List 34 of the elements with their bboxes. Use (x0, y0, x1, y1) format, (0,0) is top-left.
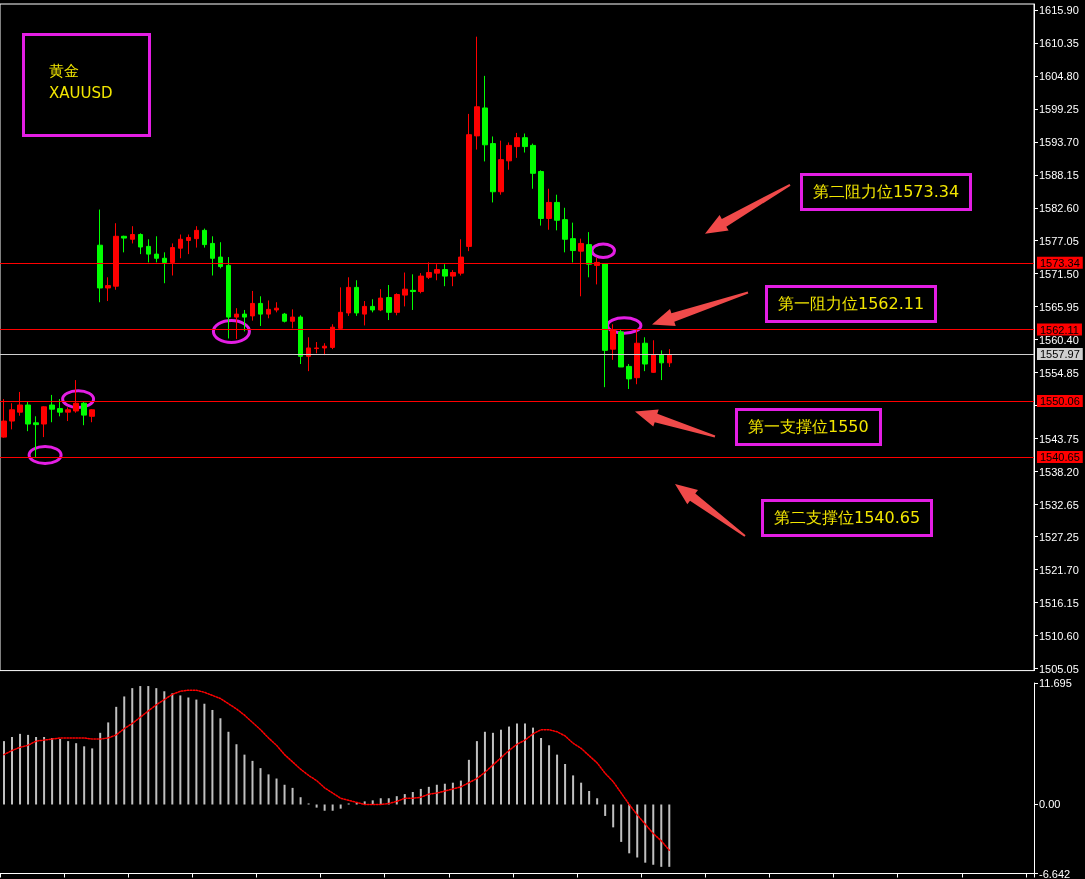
y-tick-label: 1527.25 (1039, 530, 1079, 543)
y-tick-label: -6.642 (1039, 867, 1071, 879)
text: 黄金 (49, 62, 79, 80)
annotation: 第一阻力位1562.11 (778, 293, 925, 313)
annotation: 第二阻力位1573.34 (813, 181, 960, 201)
y-tick-label: 1577.05 (1039, 234, 1079, 247)
text: XAUUSD (49, 84, 113, 102)
y-tick-label: 1510.60 (1039, 629, 1079, 642)
ref-line-label: 1562.11 (1040, 323, 1079, 336)
y-tick-label: 1615.90 (1039, 3, 1079, 16)
ref-line-label: 1557.97 (1040, 348, 1080, 361)
y-tick-label: 1571.50 (1039, 267, 1079, 280)
y-tick-label: 1582.60 (1039, 201, 1079, 214)
y-tick-label: 11.695 (1039, 677, 1072, 689)
annotation: 第一支撑位1550 (748, 417, 869, 437)
y-tick-label: 1588.15 (1039, 168, 1079, 181)
y-tick-label: 1565.95 (1039, 300, 1079, 313)
y-tick-label: 1543.75 (1039, 432, 1079, 445)
y-tick-label: 1604.80 (1039, 69, 1079, 82)
y-tick-label: 0.00 (1039, 798, 1061, 811)
y-tick-label: 1521.70 (1039, 563, 1079, 576)
y-tick-label: 1516.15 (1039, 596, 1079, 609)
y-tick-label: 1610.35 (1039, 36, 1079, 49)
ref-line-label: 1550.06 (1040, 395, 1080, 408)
y-tick-label: 1554.85 (1039, 366, 1079, 379)
y-tick-label: 1599.25 (1039, 102, 1079, 115)
ref-line-label: 1573.34 (1040, 256, 1080, 269)
ref-line-label: 1540.65 (1040, 451, 1080, 463)
y-tick-label: 1505.05 (1039, 662, 1079, 675)
y-tick-label: 1593.70 (1039, 135, 1079, 148)
y-tick-label: 1538.20 (1039, 465, 1079, 478)
annotation: 第二支撑位1540.65 (774, 508, 921, 527)
y-tick-label: 1560.40 (1039, 333, 1079, 346)
y-tick-label: 1532.65 (1039, 498, 1079, 511)
